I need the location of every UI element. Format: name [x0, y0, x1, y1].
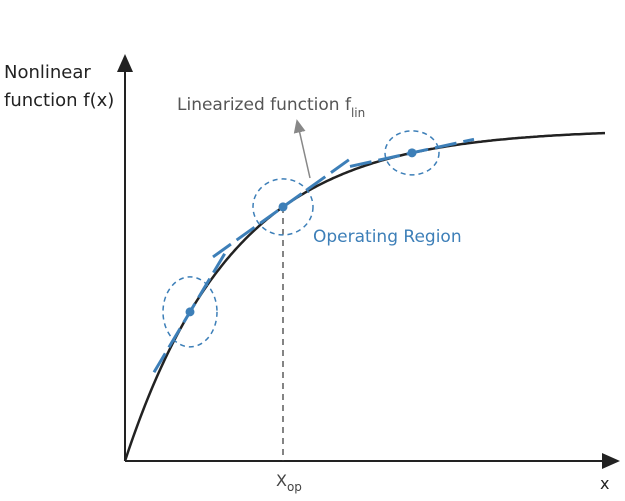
linearized-sub: lin	[351, 106, 365, 120]
x-axis-label: x	[600, 474, 609, 493]
operating-region	[384, 130, 440, 176]
x-op-sub: op	[287, 480, 302, 494]
operating-point	[278, 202, 288, 212]
x-op-label: Xop	[276, 471, 302, 494]
y-axis-label: Nonlinear	[4, 62, 91, 83]
y-axis-label: function f(x)	[4, 90, 114, 111]
nonlinear-curve	[123, 131, 605, 462]
pointer-arrow	[293, 119, 311, 179]
linearized-label: Linearized function flin	[177, 95, 365, 120]
operating-point	[407, 148, 417, 158]
operating-region-label: Operating Region	[313, 227, 462, 247]
x-op-text: X	[276, 471, 287, 490]
operating-region	[252, 178, 314, 236]
operating-region	[162, 276, 218, 348]
linearized-text: Linearized function f	[177, 95, 352, 115]
operating-point	[185, 307, 195, 317]
